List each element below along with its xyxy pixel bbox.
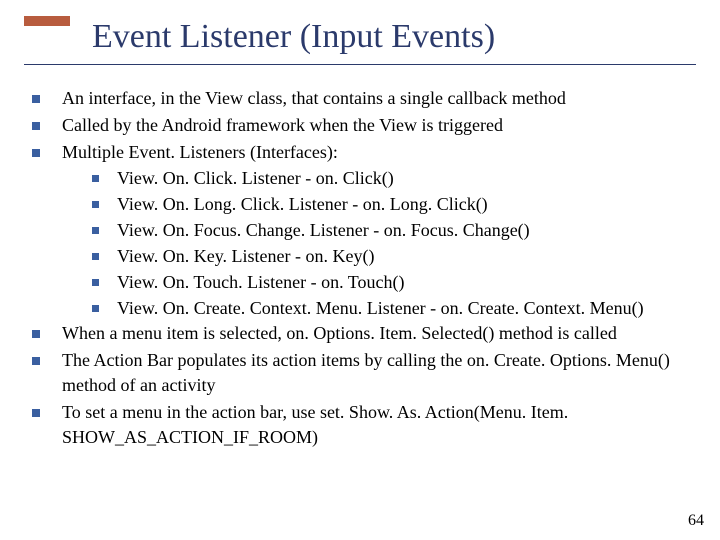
bullet-text: View. On. Focus. Change. Listener - on. … — [117, 218, 696, 243]
bullet-text: To set a menu in the action bar, use set… — [62, 400, 696, 450]
sub-bullet-item: View. On. Focus. Change. Listener - on. … — [92, 218, 696, 243]
slide: Event Listener (Input Events) An interfa… — [0, 0, 720, 540]
bullet-item: To set a menu in the action bar, use set… — [32, 400, 696, 450]
square-bullet-icon — [92, 253, 99, 260]
bullet-text: An interface, in the View class, that co… — [62, 86, 696, 111]
square-bullet-icon — [32, 409, 40, 417]
bullet-text: When a menu item is selected, on. Option… — [62, 321, 696, 346]
square-bullet-icon — [32, 95, 40, 103]
sub-bullet-item: View. On. Key. Listener - on. Key() — [92, 244, 696, 269]
bullet-text: View. On. Create. Context. Menu. Listene… — [117, 296, 696, 321]
bullet-item: When a menu item is selected, on. Option… — [32, 321, 696, 346]
slide-title: Event Listener (Input Events) — [92, 18, 495, 55]
square-bullet-icon — [92, 201, 99, 208]
square-bullet-icon — [32, 149, 40, 157]
slide-body: An interface, in the View class, that co… — [32, 86, 696, 452]
bullet-text: View. On. Long. Click. Listener - on. Lo… — [117, 192, 696, 217]
square-bullet-icon — [92, 175, 99, 182]
sub-bullet-item: View. On. Touch. Listener - on. Touch() — [92, 270, 696, 295]
square-bullet-icon — [92, 279, 99, 286]
bullet-text: View. On. Key. Listener - on. Key() — [117, 244, 696, 269]
sub-bullet-item: View. On. Create. Context. Menu. Listene… — [92, 296, 696, 321]
bullet-text: The Action Bar populates its action item… — [62, 348, 696, 398]
bullet-item: Called by the Android framework when the… — [32, 113, 696, 138]
square-bullet-icon — [32, 357, 40, 365]
square-bullet-icon — [32, 330, 40, 338]
bullet-text: Multiple Event. Listeners (Interfaces): — [62, 140, 696, 165]
bullet-item: Multiple Event. Listeners (Interfaces): — [32, 140, 696, 165]
square-bullet-icon — [32, 122, 40, 130]
title-underline — [24, 64, 696, 65]
bullet-text: Called by the Android framework when the… — [62, 113, 696, 138]
square-bullet-icon — [92, 227, 99, 234]
bullet-text: View. On. Touch. Listener - on. Touch() — [117, 270, 696, 295]
sub-bullet-item: View. On. Long. Click. Listener - on. Lo… — [92, 192, 696, 217]
sub-bullet-item: View. On. Click. Listener - on. Click() — [92, 166, 696, 191]
square-bullet-icon — [92, 305, 99, 312]
bullet-item: An interface, in the View class, that co… — [32, 86, 696, 111]
bullet-item: The Action Bar populates its action item… — [32, 348, 696, 398]
accent-bar — [24, 16, 70, 26]
page-number: 64 — [688, 512, 704, 530]
bullet-text: View. On. Click. Listener - on. Click() — [117, 166, 696, 191]
